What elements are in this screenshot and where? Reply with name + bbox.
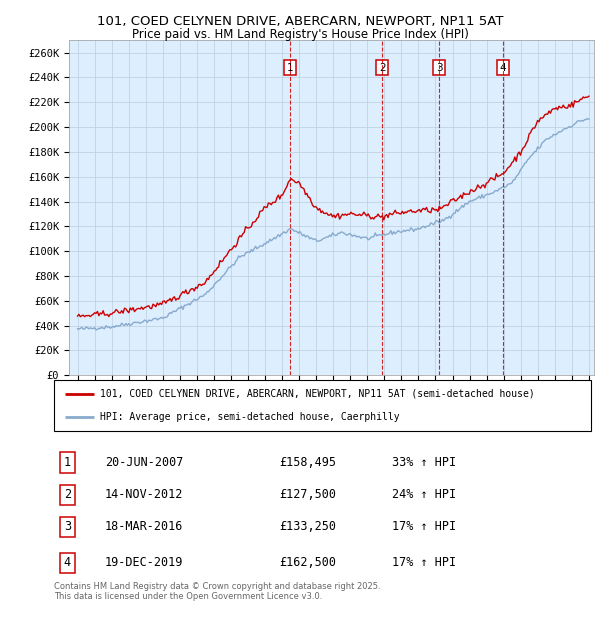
Text: 4: 4 <box>500 63 506 73</box>
Text: 19-DEC-2019: 19-DEC-2019 <box>105 557 184 569</box>
Text: 33% ↑ HPI: 33% ↑ HPI <box>392 456 457 469</box>
Text: £127,500: £127,500 <box>280 488 337 501</box>
Text: Contains HM Land Registry data © Crown copyright and database right 2025.
This d: Contains HM Land Registry data © Crown c… <box>54 582 380 601</box>
Text: £158,495: £158,495 <box>280 456 337 469</box>
Text: 24% ↑ HPI: 24% ↑ HPI <box>392 488 457 501</box>
Text: 101, COED CELYNEN DRIVE, ABERCARN, NEWPORT, NP11 5AT (semi-detached house): 101, COED CELYNEN DRIVE, ABERCARN, NEWPO… <box>100 389 535 399</box>
Text: 4: 4 <box>64 557 71 569</box>
Text: £133,250: £133,250 <box>280 520 337 533</box>
Text: 20-JUN-2007: 20-JUN-2007 <box>105 456 184 469</box>
Text: 101, COED CELYNEN DRIVE, ABERCARN, NEWPORT, NP11 5AT: 101, COED CELYNEN DRIVE, ABERCARN, NEWPO… <box>97 16 503 29</box>
Text: 14-NOV-2012: 14-NOV-2012 <box>105 488 184 501</box>
Text: 2: 2 <box>379 63 385 73</box>
Text: 17% ↑ HPI: 17% ↑ HPI <box>392 520 457 533</box>
Text: 3: 3 <box>436 63 442 73</box>
Text: 3: 3 <box>64 520 71 533</box>
Text: 18-MAR-2016: 18-MAR-2016 <box>105 520 184 533</box>
Text: £162,500: £162,500 <box>280 557 337 569</box>
Text: 2: 2 <box>64 488 71 501</box>
Text: 1: 1 <box>64 456 71 469</box>
Text: 1: 1 <box>287 63 293 73</box>
FancyBboxPatch shape <box>54 380 591 431</box>
Text: HPI: Average price, semi-detached house, Caerphilly: HPI: Average price, semi-detached house,… <box>100 412 399 422</box>
Text: Price paid vs. HM Land Registry's House Price Index (HPI): Price paid vs. HM Land Registry's House … <box>131 28 469 41</box>
Text: 17% ↑ HPI: 17% ↑ HPI <box>392 557 457 569</box>
